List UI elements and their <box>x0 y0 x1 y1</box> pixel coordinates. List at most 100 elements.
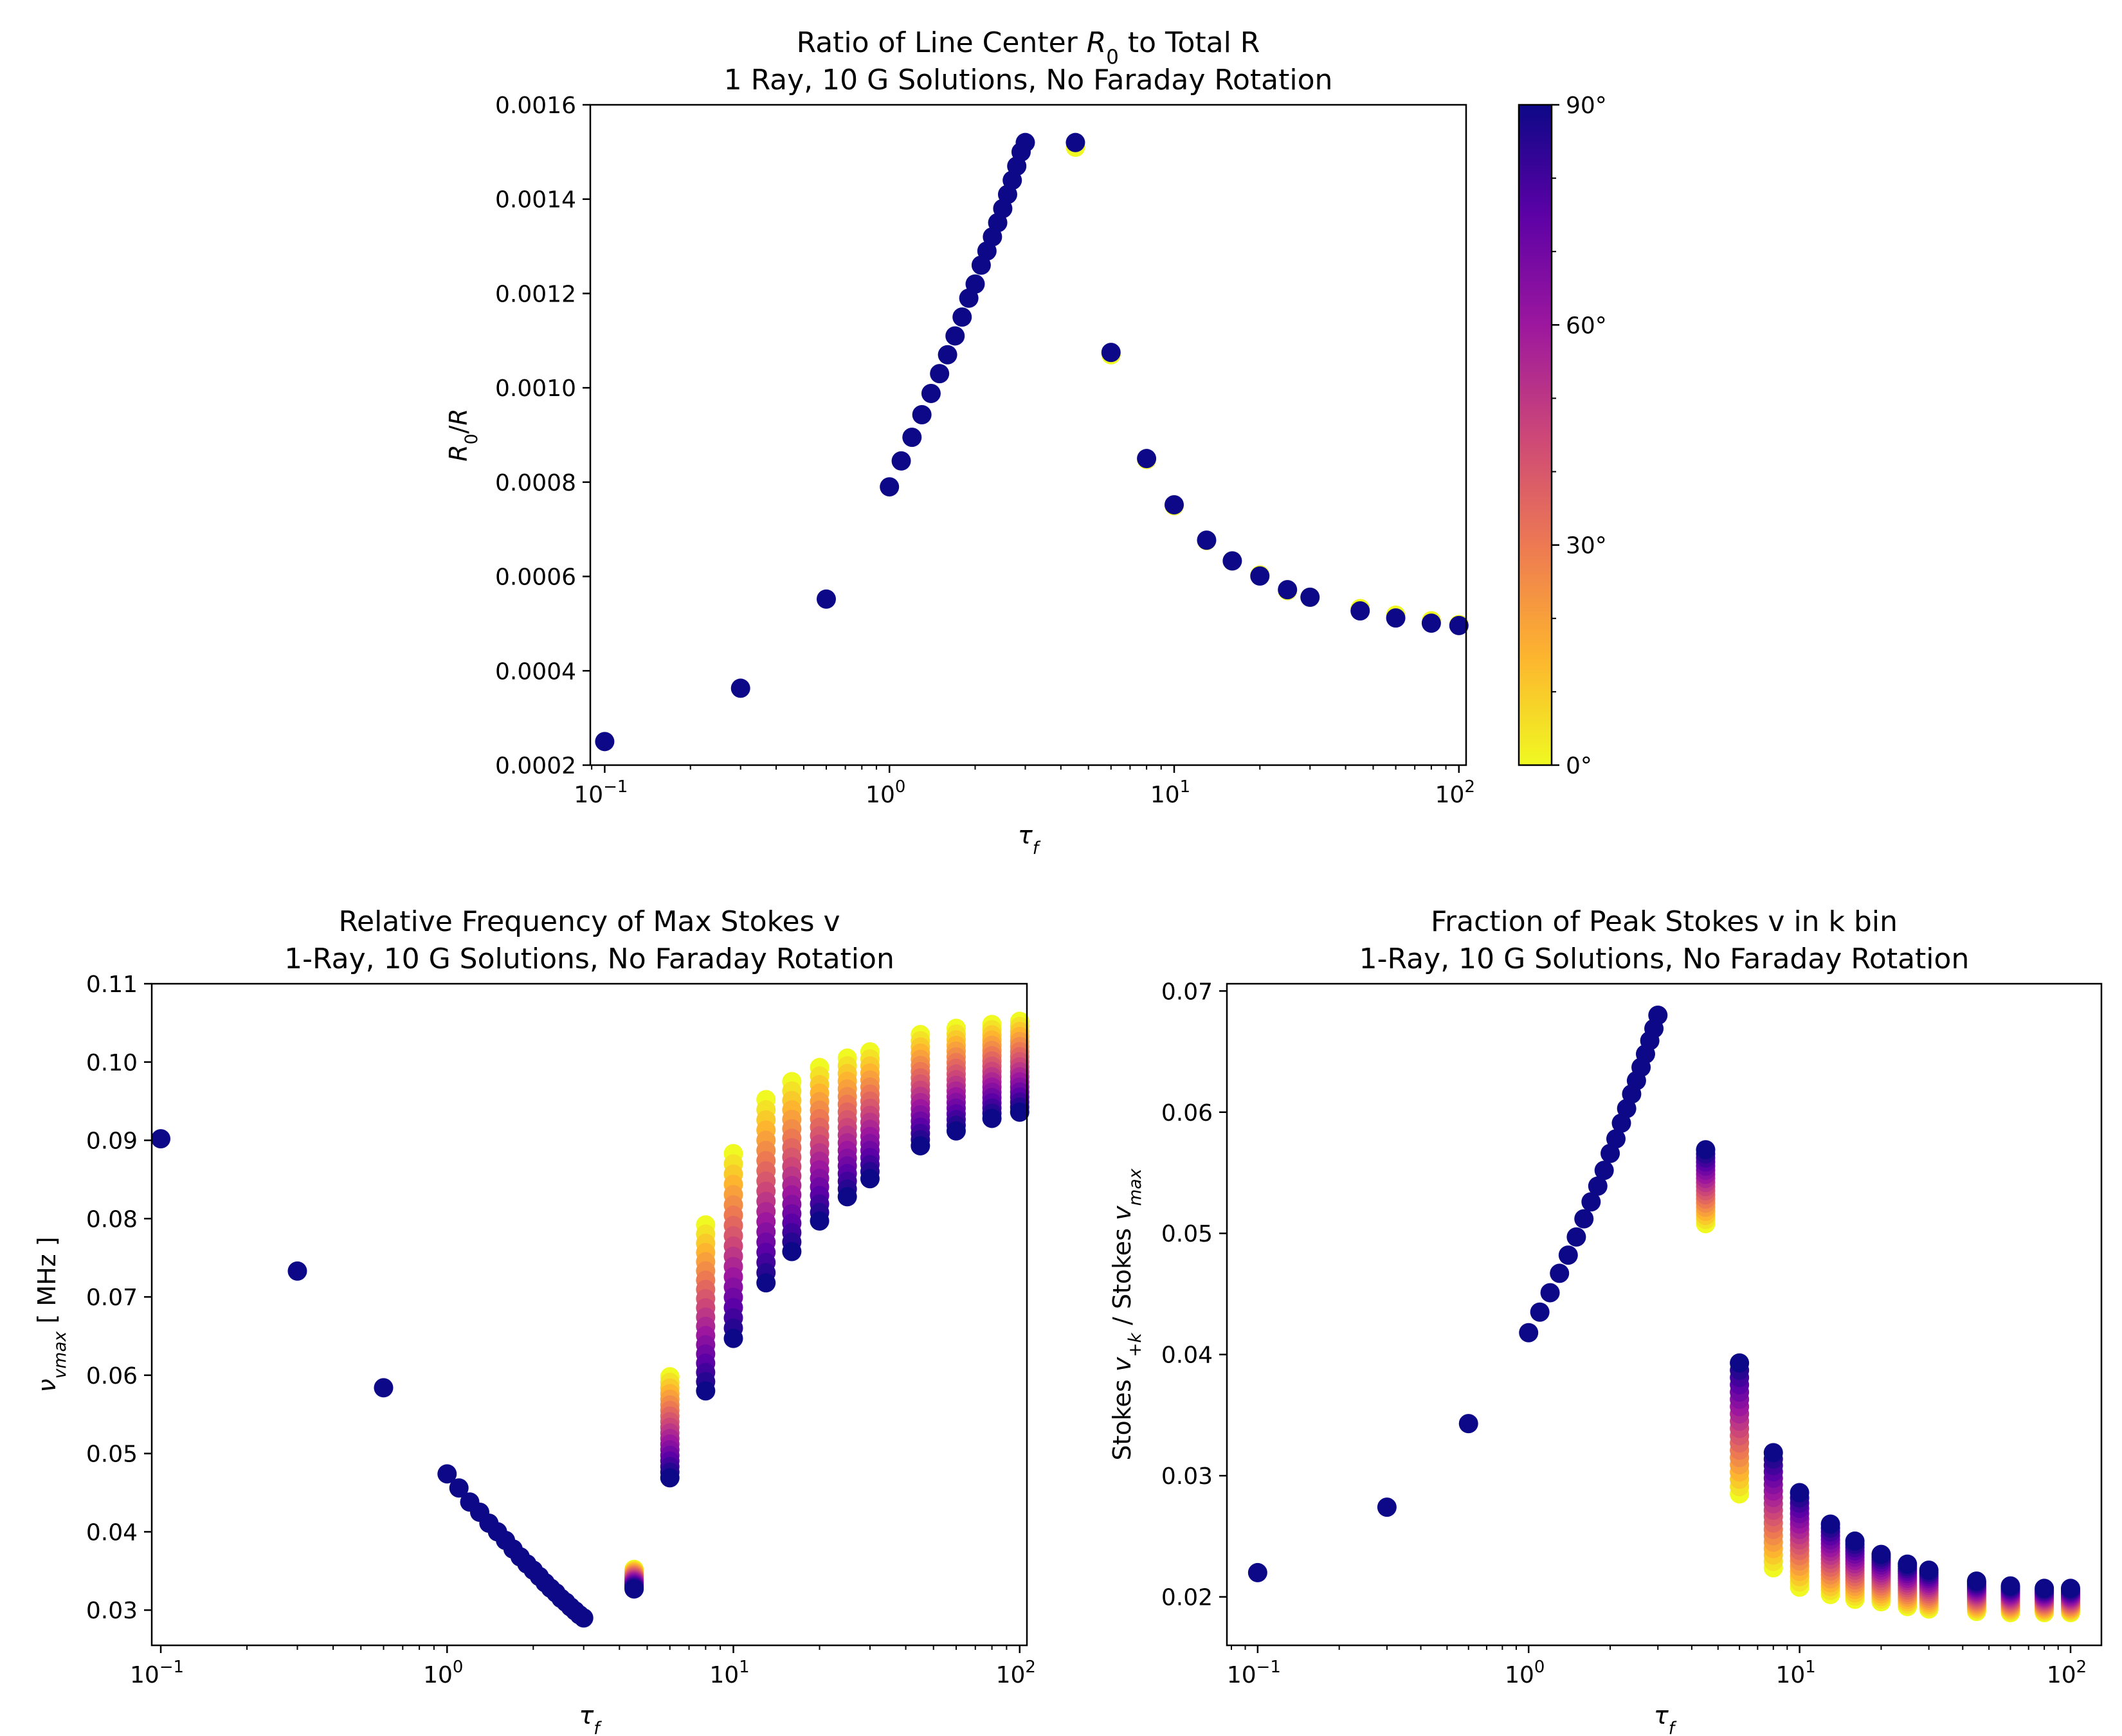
y-tick-label: 0.08 <box>86 1206 138 1233</box>
top-title-part: R <box>1087 26 1107 59</box>
bottom_left-ylabel-part: vmax <box>50 1331 70 1379</box>
x-tick-label: 100 <box>1505 1658 1545 1688</box>
data-point <box>1010 1102 1029 1122</box>
top-xlabel-part: f <box>1033 838 1041 858</box>
top-title: Ratio of Line Center R0 to Total R <box>797 26 1260 69</box>
x-tick-base: 10 <box>1505 1662 1534 1688</box>
data-point <box>1530 1302 1550 1322</box>
y-tick-label: 0.05 <box>86 1442 138 1468</box>
data-point <box>921 383 941 403</box>
bottom_right-frame <box>1226 982 2103 1647</box>
y-tick-label: 0.09 <box>86 1128 138 1155</box>
data-point <box>449 1478 469 1498</box>
data-point <box>880 477 900 497</box>
top-ylabel-part: 0 <box>462 433 482 444</box>
y-tick-label: 0.0014 <box>495 187 576 213</box>
x-tick-label: 102 <box>996 1658 1036 1688</box>
y-tick-label: 0.0004 <box>495 658 576 685</box>
data-point <box>1386 608 1406 628</box>
data-point <box>946 1121 966 1141</box>
y-tick-label: 0.04 <box>86 1519 138 1546</box>
data-point <box>930 364 950 384</box>
x-tick-base: 10 <box>423 1662 453 1688</box>
data-point <box>1919 1560 1939 1580</box>
data-point <box>1574 1209 1594 1229</box>
bottom_left-title: Relative Frequency of Max Stokes v <box>338 905 840 938</box>
data-point <box>1581 1192 1601 1212</box>
data-point <box>1966 1571 1986 1591</box>
x-tick-exp: 0 <box>1534 1658 1545 1677</box>
data-point <box>1377 1497 1397 1517</box>
data-point <box>1449 615 1469 635</box>
bottom_left-xlabel-part: f <box>594 1719 602 1736</box>
data-point <box>437 1464 457 1484</box>
y-tick-label: 0.07 <box>86 1285 138 1311</box>
x-tick-exp: 0 <box>895 777 905 797</box>
x-tick-label: 101 <box>1150 777 1190 808</box>
bottom_left-xlabel: τf <box>579 1701 602 1736</box>
y-tick-label: 0.03 <box>1161 1463 1213 1490</box>
data-point <box>1606 1129 1626 1149</box>
bottom_left-ylabel: νvmax [ MHz ] <box>33 1236 70 1392</box>
top-title-part: Ratio of Line Center <box>797 26 1087 59</box>
colorbar-tick-label: 60° <box>1566 312 1607 339</box>
data-point <box>624 1579 644 1599</box>
data-point <box>1558 1245 1578 1265</box>
top-ylabel: R0/R <box>444 408 482 462</box>
bottom_left-title-part: Relative Frequency of Max Stokes v <box>338 905 840 938</box>
data-point <box>1101 343 1121 363</box>
x-tick-exp: 1 <box>739 1658 749 1677</box>
x-tick-base: 10 <box>1227 1662 1256 1688</box>
x-tick-base: 10 <box>574 782 603 808</box>
data-point <box>1421 613 1441 633</box>
data-point <box>1458 1414 1478 1434</box>
data-point <box>837 1187 857 1207</box>
data-point <box>2060 1578 2080 1598</box>
x-tick-label: 100 <box>866 777 905 808</box>
colorbar-tick-label: 90° <box>1566 93 1607 119</box>
y-tick-label: 0.06 <box>1161 1100 1213 1126</box>
x-tick-base: 10 <box>130 1662 159 1688</box>
data-point <box>1790 1483 1809 1503</box>
data-point <box>891 451 911 471</box>
data-point <box>151 1129 171 1149</box>
data-point <box>1898 1554 1918 1574</box>
bottom_left-ylabel-part: ν <box>33 1379 61 1392</box>
y-tick-label: 0.0010 <box>495 375 576 402</box>
data-point <box>756 1273 776 1293</box>
y-tick-label: 0.0016 <box>495 93 576 119</box>
bottom_right-ylabel-part: +k <box>1125 1332 1145 1357</box>
top-frame <box>589 104 1467 766</box>
x-tick-exp: −1 <box>1256 1658 1281 1677</box>
data-point <box>2000 1576 2020 1596</box>
data-point <box>595 732 615 752</box>
data-point <box>782 1242 802 1261</box>
colorbar-tick-label: 30° <box>1566 533 1607 559</box>
data-point <box>1611 1113 1631 1133</box>
data-point <box>902 428 922 448</box>
bottom_left-frame <box>150 982 1028 1647</box>
top-subtitle: 1 Ray, 10 G Solutions, No Faraday Rotati… <box>724 64 1333 96</box>
data-point <box>1566 1227 1586 1247</box>
data-point <box>912 404 932 424</box>
data-point <box>1648 1006 1668 1025</box>
y-tick-label: 0.11 <box>86 972 138 998</box>
data-point <box>1278 580 1298 600</box>
top-ylabel-part: / <box>444 425 473 433</box>
bottom_right-points <box>1247 1006 2080 1623</box>
bottom_left-points <box>151 1011 1029 1628</box>
x-tick-label: 100 <box>423 1658 463 1688</box>
data-point <box>730 678 750 698</box>
data-point <box>1250 566 1270 586</box>
x-tick-label: 10−1 <box>130 1658 184 1688</box>
bottom_right-title-part: Fraction of Peak Stokes v in k bin <box>1431 905 1898 938</box>
y-tick-label: 0.10 <box>86 1050 138 1076</box>
data-point <box>1350 601 1370 621</box>
data-point <box>287 1261 307 1281</box>
y-tick-label: 0.0012 <box>495 281 576 307</box>
top-title-part: to Total R <box>1119 26 1260 59</box>
data-point <box>860 1169 880 1189</box>
x-tick-exp: 1 <box>1805 1658 1815 1677</box>
bottom_right-xlabel-part: τ <box>1654 1701 1669 1730</box>
data-point <box>1594 1161 1614 1180</box>
